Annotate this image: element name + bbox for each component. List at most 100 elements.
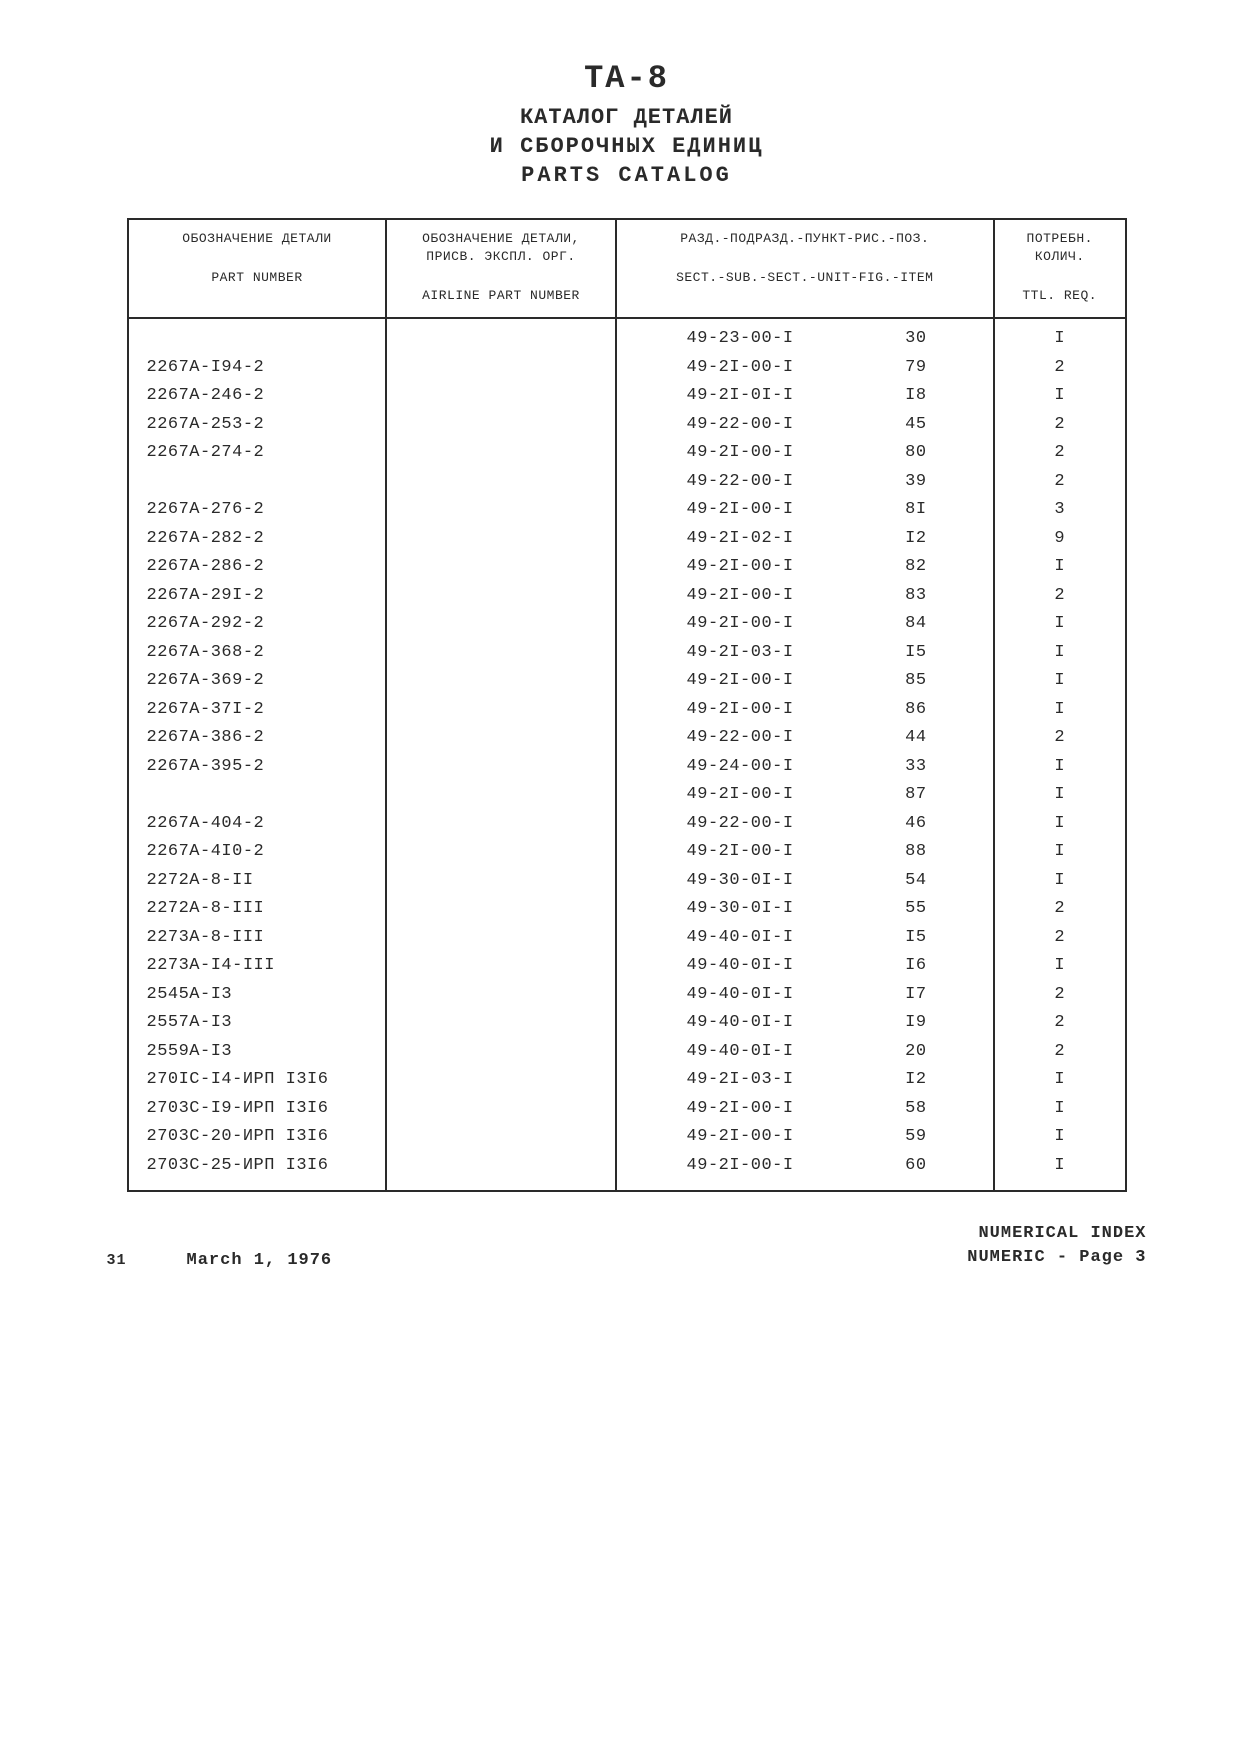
qty-cell: 2 [995,354,1124,383]
item-number: 30 [867,325,927,354]
qty-cell: I [995,838,1124,867]
item-number: I6 [867,952,927,981]
item-number: 60 [867,1152,927,1181]
qty-cell: 2 [995,411,1124,440]
section-cell: 49-40-0I-II9 [617,1009,993,1038]
item-number: 86 [867,696,927,725]
qty-cell: I [995,753,1124,782]
section-code: 49-30-0I-I [687,895,867,924]
section-code: 49-23-00-I [687,325,867,354]
col-header-ru: ОБОЗНАЧЕНИЕ ДЕТАЛИ [141,230,374,248]
section-code: 49-2I-00-I [687,781,867,810]
airline-part-cell [387,724,614,753]
qty-cell: 2 [995,1038,1124,1067]
airline-part-cell [387,411,614,440]
col-header-en: TTL. REQ. [1007,288,1113,303]
col-header-qty: ПОТРЕБН. КОЛИЧ. TTL. REQ. [995,220,1125,317]
item-number: 85 [867,667,927,696]
qty-cell: I [995,610,1124,639]
qty-cell: I [995,1123,1124,1152]
part-number-cell: 2557А-I3 [129,1009,386,1038]
section-code: 49-2I-00-I [687,838,867,867]
section-code: 49-2I-00-I [687,1152,867,1181]
section-cell: 49-40-0I-II7 [617,981,993,1010]
section-code: 49-2I-00-I [687,696,867,725]
section-cell: 49-22-00-I46 [617,810,993,839]
airline-part-cell [387,981,614,1010]
col-header-ru: ОБОЗНАЧЕНИЕ ДЕТАЛИ, ПРИСВ. ЭКСПЛ. ОРГ. [399,230,602,266]
section-code: 49-2I-00-I [687,1095,867,1124]
section-cell: 49-40-0I-I20 [617,1038,993,1067]
section-cell: 49-2I-00-I79 [617,354,993,383]
col-header-en: SECT.-SUB.-SECT.-UNIT-FIG.-ITEM [629,270,981,285]
qty-cell: I [995,952,1124,981]
airline-part-cell [387,952,614,981]
airline-part-cell [387,610,614,639]
col-header-part-number: ОБОЗНАЧЕНИЕ ДЕТАЛИ PART NUMBER [129,220,388,317]
airline-part-cell [387,525,614,554]
item-number: 83 [867,582,927,611]
part-number-cell: 2272А-8-II [129,867,386,896]
qty-cell: 2 [995,924,1124,953]
airline-part-cell [387,553,614,582]
part-number-cell: 2267А-253-2 [129,411,386,440]
item-number: 20 [867,1038,927,1067]
subtitle-ru-1: КАТАЛОГ ДЕТАЛЕЙ [0,105,1253,130]
qty-cell: I [995,1152,1124,1181]
item-number: 33 [867,753,927,782]
section-code: 49-40-0I-I [687,1009,867,1038]
section-cell: 49-2I-00-I87 [617,781,993,810]
item-number: I2 [867,1066,927,1095]
section-code: 49-2I-03-I [687,1066,867,1095]
section-code: 49-40-0I-I [687,952,867,981]
section-cell: 49-2I-00-I84 [617,610,993,639]
item-number: 82 [867,553,927,582]
part-number-cell: 2272А-8-III [129,895,386,924]
part-number-cell: 2703С-I9-ИРП I3I6 [129,1095,386,1124]
col-header-section: РАЗД.-ПОДРАЗД.-ПУНКТ-РИС.-ПОЗ. SECT.-SUB… [617,220,995,317]
section-cell: 49-2I-00-I83 [617,582,993,611]
airline-part-cell [387,354,614,383]
qty-cell: I [995,867,1124,896]
section-cell: 49-2I-00-I8I [617,496,993,525]
qty-cell: I [995,1095,1124,1124]
airline-part-cell [387,867,614,896]
part-number-cell [129,781,386,810]
col-header-airline-part: ОБОЗНАЧЕНИЕ ДЕТАЛИ, ПРИСВ. ЭКСПЛ. ОРГ. A… [387,220,616,317]
section-cell: 49-2I-03-II2 [617,1066,993,1095]
part-number-cell: 2267А-292-2 [129,610,386,639]
section-cell: 49-2I-00-I59 [617,1123,993,1152]
subtitle-ru-2: И СБОРОЧНЫХ ЕДИНИЦ [0,134,1253,159]
part-number-cell: 2267А-276-2 [129,496,386,525]
part-number-cell: 2267А-404-2 [129,810,386,839]
section-code: 49-2I-00-I [687,354,867,383]
airline-part-cell [387,1066,614,1095]
qty-cell: 2 [995,981,1124,1010]
col-header-en: AIRLINE PART NUMBER [399,288,602,303]
part-number-cell: 2703С-25-ИРП I3I6 [129,1152,386,1181]
section-code: 49-40-0I-I [687,1038,867,1067]
qty-cell: I [995,325,1124,354]
airline-part-cell [387,696,614,725]
qty-cell: 9 [995,525,1124,554]
section-cell: 49-2I-00-I80 [617,439,993,468]
item-number: 80 [867,439,927,468]
item-number: 55 [867,895,927,924]
section-code: 49-40-0I-I [687,924,867,953]
qty-cell: 2 [995,1009,1124,1038]
section-code: 49-2I-00-I [687,553,867,582]
item-number: 39 [867,468,927,497]
item-number: 44 [867,724,927,753]
airline-part-cell [387,1095,614,1124]
airline-part-cell [387,1009,614,1038]
section-code: 49-2I-00-I [687,582,867,611]
airline-part-cell [387,1152,614,1181]
qty-cell: I [995,553,1124,582]
part-number-cell: 2267А-37I-2 [129,696,386,725]
airline-part-cell [387,924,614,953]
footer-right: NUMERICAL INDEX NUMERIC - Page 3 [967,1222,1146,1270]
section-cell: 49-22-00-I44 [617,724,993,753]
item-number: I9 [867,1009,927,1038]
section-cell: 49-2I-00-I85 [617,667,993,696]
airline-part-cell [387,382,614,411]
